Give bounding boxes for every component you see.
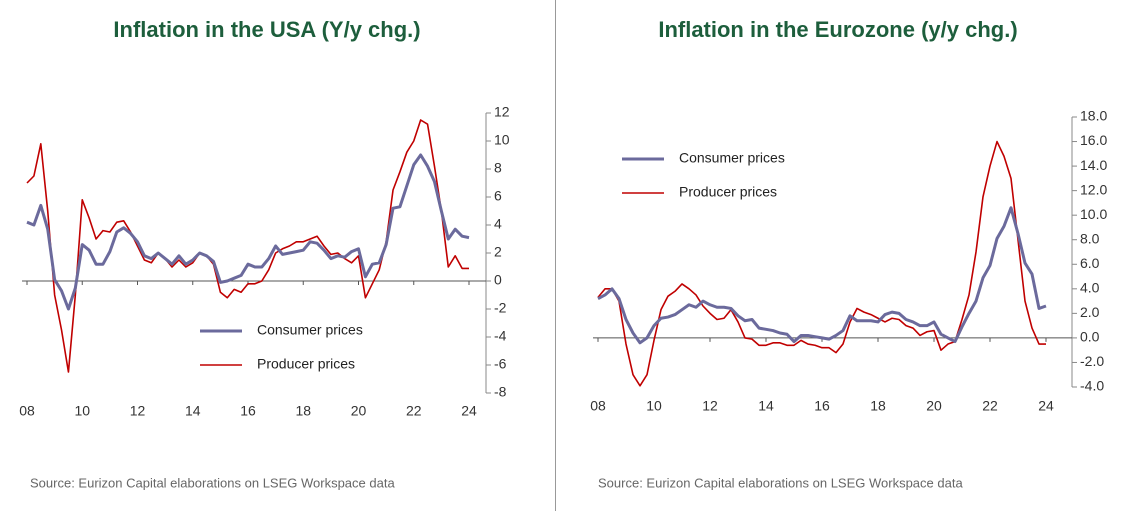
x-tick-label: 16: [814, 398, 830, 414]
y-tick-label: 0.0: [1080, 329, 1100, 345]
x-tick-label: 22: [982, 398, 998, 414]
x-tick-label: 18: [870, 398, 886, 414]
y-tick-label: -4.0: [1080, 378, 1104, 394]
y-tick-label: 6.0: [1080, 255, 1100, 271]
x-tick-label: 08: [590, 398, 606, 414]
y-tick-label: -8: [494, 384, 507, 400]
x-tick-label: 10: [74, 403, 90, 419]
y-tick-label: 4: [494, 216, 502, 232]
x-tick-label: 24: [461, 403, 477, 419]
legend-label: Producer prices: [679, 184, 777, 200]
x-tick-label: 20: [351, 403, 367, 419]
y-tick-label: -6: [494, 356, 507, 372]
y-tick-label: 12.0: [1080, 181, 1107, 197]
y-tick-label: 10.0: [1080, 206, 1107, 222]
x-tick-label: 24: [1038, 398, 1054, 414]
series-line: [26, 119, 469, 373]
x-tick-label: 16: [240, 403, 256, 419]
x-tick-label: 10: [646, 398, 662, 414]
y-tick-label: 8.0: [1080, 230, 1100, 246]
series-line: [26, 153, 470, 311]
y-tick-label: 2: [494, 244, 502, 260]
chart-title: Inflation in the Eurozone (y/y chg.): [658, 17, 1017, 42]
y-tick-label: -4: [494, 328, 507, 344]
x-tick-label: 14: [758, 398, 774, 414]
y-tick-label: -2.0: [1080, 353, 1104, 369]
y-tick-label: 6: [494, 188, 502, 204]
y-tick-label: 12: [494, 104, 510, 120]
source-note: Source: Eurizon Capital elaborations on …: [598, 475, 963, 490]
x-tick-label: 12: [702, 398, 718, 414]
y-tick-label: -2: [494, 300, 507, 316]
y-tick-label: 0: [494, 272, 502, 288]
y-tick-label: 8: [494, 160, 502, 176]
x-tick-label: 12: [130, 403, 146, 419]
x-tick-label: 08: [19, 403, 35, 419]
legend-label: Producer prices: [257, 356, 355, 372]
chart-title: Inflation in the USA (Y/y chg.): [113, 17, 420, 42]
series-line: [597, 140, 1046, 387]
x-tick-label: 20: [926, 398, 942, 414]
y-tick-label: 16.0: [1080, 132, 1107, 148]
series-line: [597, 206, 1047, 345]
y-tick-label: 14.0: [1080, 157, 1107, 173]
y-tick-label: 2.0: [1080, 304, 1100, 320]
x-tick-label: 18: [295, 403, 311, 419]
y-tick-label: 10: [494, 132, 510, 148]
x-tick-label: 22: [406, 403, 422, 419]
y-tick-label: 18.0: [1080, 108, 1107, 124]
x-tick-label: 14: [185, 403, 201, 419]
legend-label: Consumer prices: [257, 322, 363, 338]
source-note: Source: Eurizon Capital elaborations on …: [30, 475, 395, 490]
legend-label: Consumer prices: [679, 150, 785, 166]
y-tick-label: 4.0: [1080, 280, 1100, 296]
